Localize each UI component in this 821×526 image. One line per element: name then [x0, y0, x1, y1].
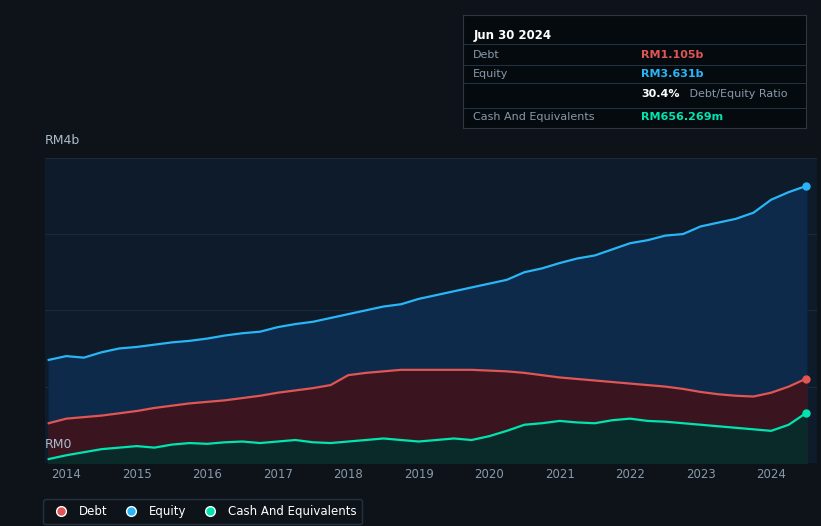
Text: Debt: Debt	[473, 49, 500, 59]
Text: Debt/Equity Ratio: Debt/Equity Ratio	[686, 89, 787, 99]
Text: RM0: RM0	[45, 438, 72, 451]
Text: RM656.269m: RM656.269m	[641, 112, 723, 122]
Text: Cash And Equivalents: Cash And Equivalents	[473, 112, 594, 122]
Text: RM1.105b: RM1.105b	[641, 49, 704, 59]
Text: Equity: Equity	[473, 69, 509, 79]
Legend: Debt, Equity, Cash And Equivalents: Debt, Equity, Cash And Equivalents	[44, 499, 362, 524]
Text: 30.4%: 30.4%	[641, 89, 680, 99]
Text: Jun 30 2024: Jun 30 2024	[473, 28, 552, 42]
Text: RM4b: RM4b	[45, 134, 80, 147]
Text: RM3.631b: RM3.631b	[641, 69, 704, 79]
